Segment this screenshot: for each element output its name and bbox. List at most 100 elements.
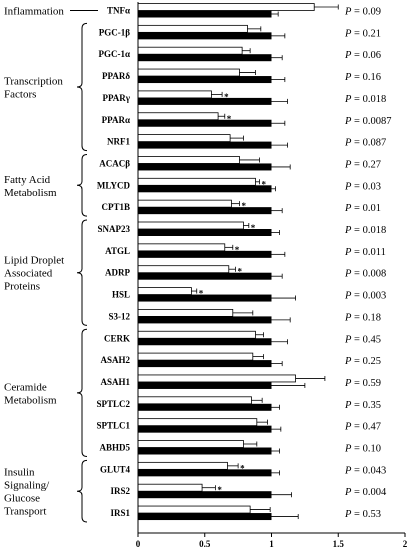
- row-mlycd: MLYCD * P = 0.03: [97, 177, 381, 193]
- p-value-symbol: P: [344, 465, 352, 476]
- p-value-symbol: P: [344, 7, 352, 18]
- bar-filled: [138, 491, 272, 499]
- row-sptlc2: SPTLC2 P = 0.35: [96, 396, 381, 411]
- bar-filled: [138, 403, 272, 411]
- p-value-number: = 0.043: [351, 465, 386, 476]
- row-cpt1b: CPT1B * P = 0.01: [101, 199, 381, 215]
- bar-open: [137, 46, 243, 55]
- row-snap23: SNAP23 * P = 0.018: [97, 221, 386, 236]
- row-s3-12: S3-12 P = 0.18: [108, 308, 381, 324]
- bar-filled: [138, 316, 272, 324]
- gene-label: ABHD5: [99, 443, 130, 453]
- p-value: P = 0.087: [344, 138, 386, 149]
- bar-open: [137, 199, 232, 208]
- gene-label: TNFα: [107, 6, 130, 16]
- row-atgl: ATGL * P = 0.011: [105, 243, 386, 258]
- bar-open: [137, 396, 252, 405]
- p-value-symbol: P: [344, 72, 352, 83]
- p-value-symbol: P: [344, 116, 352, 127]
- p-value-number: = 0.06: [351, 50, 381, 61]
- significance-marker: *: [227, 114, 232, 124]
- p-value-symbol: P: [344, 487, 352, 498]
- group-ceramide-metabolism: Ceramide Metabolism: [4, 328, 88, 457]
- bar-open: [137, 156, 240, 164]
- p-value-symbol: P: [344, 422, 352, 433]
- p-value-symbol: P: [344, 247, 352, 258]
- p-value: P = 0.27: [344, 159, 381, 170]
- p-value-symbol: P: [344, 181, 352, 192]
- group-brace: [76, 459, 88, 523]
- p-value-number: = 0.011: [351, 247, 385, 258]
- x-tick-label: 2: [403, 539, 408, 549]
- p-value: P = 0.018: [344, 94, 386, 105]
- group-brace: [76, 153, 88, 217]
- bar-open: [137, 265, 230, 274]
- p-value: P = 0.03: [344, 181, 381, 192]
- bar-filled: [138, 294, 272, 302]
- bar-open: [137, 505, 251, 514]
- row-ppar: PPARδ P = 0.16: [102, 68, 381, 84]
- p-value: P = 0.35: [344, 400, 381, 411]
- bar-filled: [138, 447, 272, 455]
- gene-label: IRS2: [110, 486, 130, 496]
- p-value-symbol: P: [344, 94, 352, 105]
- p-value: P = 0.18: [344, 312, 381, 323]
- row-ppar: PPARα * P = 0.0087: [102, 112, 391, 127]
- p-value-number: = 0.10: [351, 444, 381, 455]
- group-brace: [76, 328, 88, 457]
- p-value-number: = 0.003: [351, 291, 386, 302]
- bar-filled: [138, 469, 272, 477]
- bar-open: [137, 68, 240, 77]
- p-value-number: = 0.35: [351, 400, 381, 411]
- p-value-symbol: P: [344, 138, 352, 149]
- bar-open: [137, 287, 192, 295]
- group-label: Transcription Factors: [4, 75, 63, 100]
- gene-label: NRF1: [107, 137, 130, 147]
- p-value-number: = 0.16: [351, 72, 381, 83]
- bar-open: [137, 330, 256, 339]
- p-value-number: = 0.21: [351, 28, 381, 39]
- bar-filled: [138, 207, 272, 215]
- p-value-number: = 0.087: [351, 138, 386, 149]
- row-abhd5: ABHD5 P = 0.10: [99, 440, 381, 455]
- significance-marker: *: [251, 223, 256, 233]
- gene-label: ATGL: [105, 246, 130, 256]
- x-axis: 0 0.5 1 1.5 2: [136, 2, 408, 549]
- p-value-symbol: P: [344, 291, 352, 302]
- bar-open: [137, 483, 203, 492]
- group-lipid-droplet-associated-proteins: Lipid Droplet Associated Proteins: [4, 219, 88, 326]
- bar-open: [137, 440, 244, 448]
- p-value-number: = 0.59: [351, 378, 381, 389]
- row-tnf: TNFα P = 0.09: [107, 3, 381, 18]
- p-value-symbol: P: [344, 356, 352, 367]
- p-value: P = 0.10: [344, 444, 381, 455]
- bar-open: [137, 134, 231, 143]
- bar-filled: [138, 32, 272, 40]
- p-value-symbol: P: [344, 444, 352, 455]
- p-value-number: = 0.25: [351, 356, 381, 367]
- significance-marker: *: [235, 245, 240, 255]
- row-asah2: ASAH2 P = 0.25: [100, 352, 381, 368]
- row-ppar: PPARγ * P = 0.018: [102, 90, 386, 105]
- row-acac: ACACβ P = 0.27: [99, 156, 381, 171]
- group-label: Inflammation: [4, 6, 64, 18]
- p-value-number: = 0.47: [351, 422, 381, 433]
- p-value: P = 0.06: [344, 50, 381, 61]
- gene-label: ADRP: [105, 268, 130, 278]
- gene-label: SNAP23: [97, 224, 130, 234]
- p-value: P = 0.003: [344, 291, 386, 302]
- bar-open: [137, 112, 219, 121]
- p-value-number: = 0.004: [351, 487, 387, 498]
- gene-label: GLUT4: [100, 464, 131, 474]
- p-value: P = 0.53: [344, 509, 381, 520]
- group-fatty-acid-metabolism: Fatty Acid Metabolism: [4, 153, 88, 217]
- p-value: P = 0.0087: [344, 116, 391, 127]
- p-value-number: = 0.27: [351, 159, 381, 170]
- p-value: P = 0.008: [344, 269, 386, 280]
- group-label: Ceramide Metabolism: [4, 381, 57, 406]
- x-tick-label: 0.5: [199, 539, 211, 549]
- row-sptlc1: SPTLC1 P = 0.47: [96, 418, 381, 433]
- bar-filled: [138, 163, 272, 171]
- x-tick-label: 0: [136, 539, 141, 549]
